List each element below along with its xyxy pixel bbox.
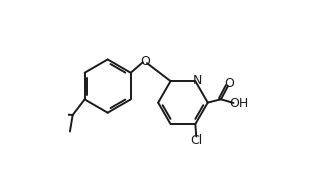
Text: OH: OH	[229, 97, 248, 110]
Text: Cl: Cl	[190, 134, 203, 147]
Text: O: O	[224, 77, 234, 90]
Text: N: N	[193, 74, 202, 87]
Text: O: O	[140, 55, 150, 68]
